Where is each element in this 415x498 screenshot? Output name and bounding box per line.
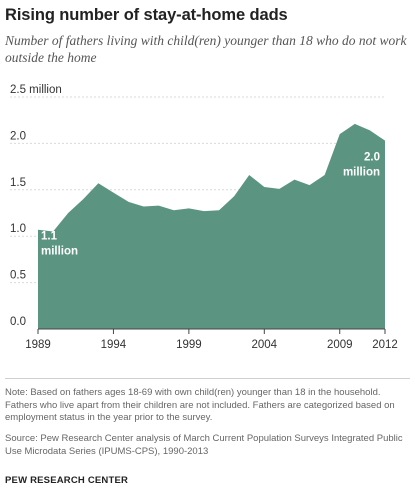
x-tick-label: 1994 (101, 339, 127, 351)
x-tick-label: 2004 (252, 339, 278, 351)
chart-note: Note: Based on fathers ages 18-69 with o… (5, 387, 395, 423)
chart-subtitle: Number of fathers living with child(ren)… (5, 33, 407, 65)
data-label: 1.1 (41, 231, 58, 243)
data-label: million (41, 246, 78, 258)
x-tick-label: 1999 (176, 339, 202, 351)
axes: 1989 1994 1999 2004 2009 2012 (25, 328, 398, 351)
divider-line (5, 378, 410, 379)
chart-source: Source: Pew Research Center analysis of … (5, 433, 403, 457)
data-label: million (343, 167, 380, 179)
y-tick-label: 2.0 (10, 130, 26, 142)
x-tick-label: 2009 (327, 339, 353, 351)
area-chart: 0.0 0.5 1.0 1.5 2.0 2.5 million 1989 1994 1999 2… (10, 84, 398, 351)
x-tick-label: 1989 (25, 339, 51, 351)
y-tick-label: 0.5 (10, 270, 26, 282)
area-series (37, 123, 386, 329)
chart-title: Rising number of stay-at-home dads (5, 6, 288, 24)
data-labels: 1.1 million 2.0 million (41, 152, 380, 258)
y-tick-label: 1.5 (10, 177, 26, 189)
y-tick-label: 1.0 (10, 223, 26, 235)
brand-name: PEW RESEARCH CENTER (5, 475, 129, 486)
y-tick-label: 2.5 million (10, 84, 62, 96)
x-tick-label: 2012 (372, 339, 398, 351)
data-label: 2.0 (364, 152, 380, 164)
y-tick-label: 0.0 (10, 316, 26, 328)
area-path (38, 123, 385, 329)
